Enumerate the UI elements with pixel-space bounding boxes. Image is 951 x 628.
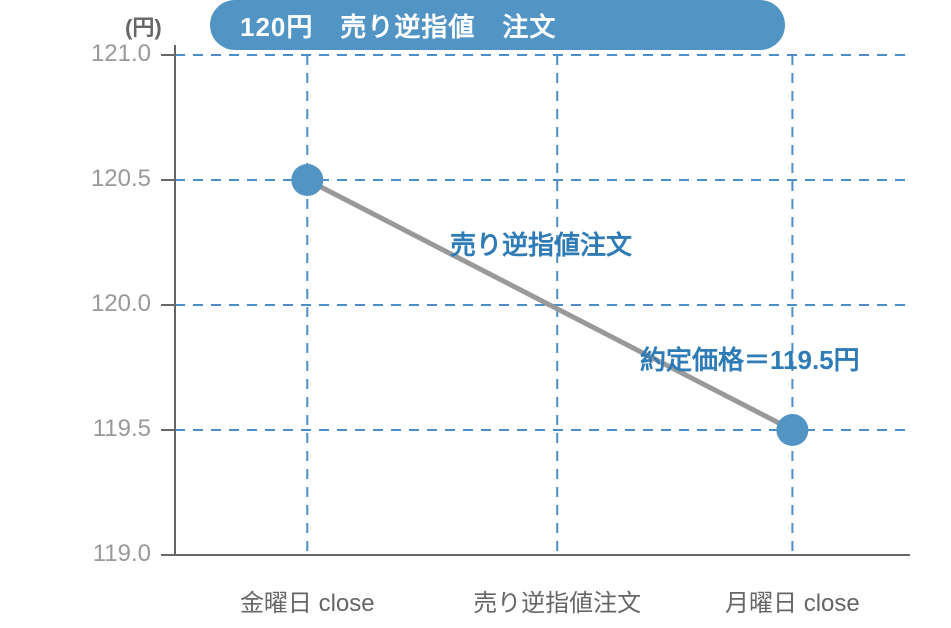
y-tick-label: 119.5 (11, 415, 151, 443)
series-marker (776, 414, 808, 446)
y-tick-label: 120.5 (11, 165, 151, 193)
series-marker (291, 164, 323, 196)
annotation-exec-price-label: 約定価格＝119.5円 (640, 340, 860, 377)
x-tick-label: 売り逆指値注文 (437, 583, 677, 618)
y-tick-label: 119.0 (11, 540, 151, 568)
x-tick-label: 金曜日 close (187, 583, 427, 618)
chart-container: (円) 120円 売り逆指値 注文 121.0 120.5 120.0 119.5 11… (0, 0, 951, 628)
y-axis-unit-label: (円) (125, 10, 162, 42)
annotation-order-label: 売り逆指値注文 (450, 225, 632, 262)
x-tick-label: 月曜日 close (672, 583, 912, 618)
y-tick-label: 121.0 (11, 40, 151, 68)
header-pill: 120円 売り逆指値 注文 (210, 0, 785, 50)
y-tick-label: 120.0 (11, 290, 151, 318)
